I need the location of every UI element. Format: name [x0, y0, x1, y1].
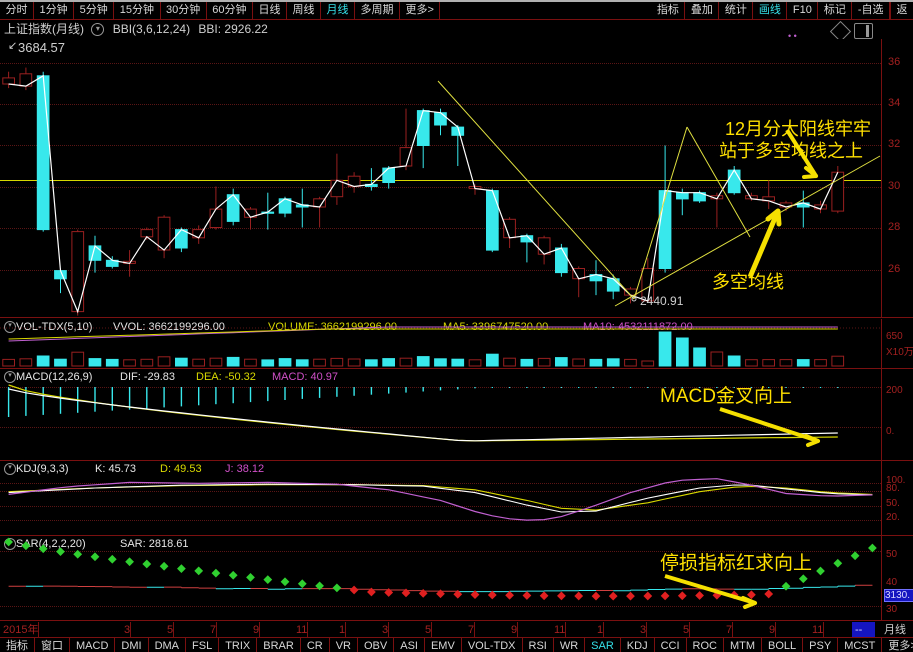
svg-text:停损指标红求向上: 停损指标红求向上	[660, 552, 812, 574]
svg-text:2440.91: 2440.91	[640, 294, 684, 308]
svg-text:多空均线: 多空均线	[712, 272, 784, 292]
svg-text:12月分大阳线牢牢: 12月分大阳线牢牢	[725, 119, 871, 139]
svg-text:MACD金叉向上: MACD金叉向上	[660, 385, 792, 407]
svg-text:站于多空均线之上: 站于多空均线之上	[719, 141, 863, 161]
